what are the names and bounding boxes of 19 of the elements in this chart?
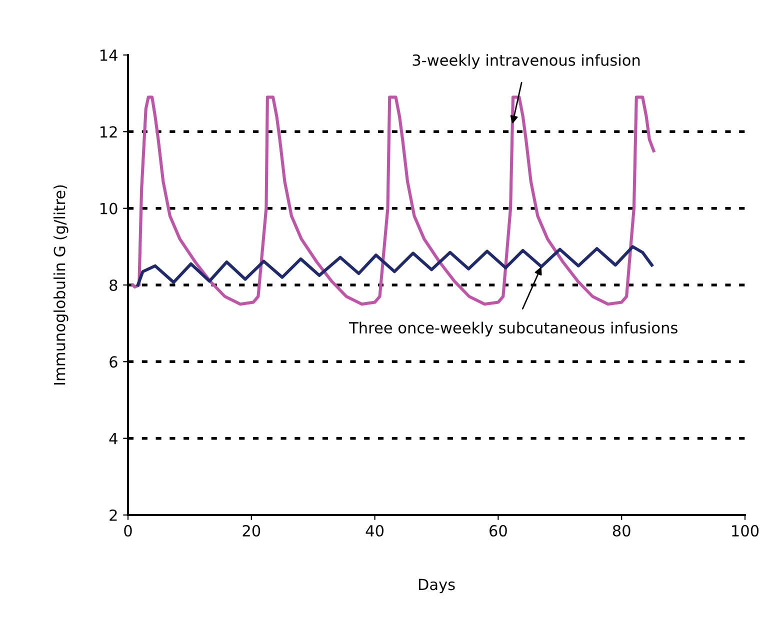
y-tick-label: 2 xyxy=(110,509,117,521)
x-tick-label: 80 xyxy=(612,524,630,537)
y-tick-label: 14 xyxy=(100,50,118,61)
y-tick-label: 6 xyxy=(110,356,118,368)
x-tick-label: 100 xyxy=(732,524,759,537)
y-tick-label: 12 xyxy=(100,126,117,138)
line-series xyxy=(136,245,654,287)
x-tick-label: 0 xyxy=(124,524,132,537)
y-axis-title: Immunoglobulin G (g/litre) xyxy=(53,185,68,384)
y-tick-label: 10 xyxy=(100,202,118,214)
line-series xyxy=(131,96,656,306)
y-tick-label: 4 xyxy=(109,433,118,444)
annotation: Three once-weekly subcutaneous infusions xyxy=(349,322,678,336)
x-tick-label: 20 xyxy=(242,524,260,537)
annotation: 3-weekly intravenous infusion xyxy=(412,54,640,69)
x-tick-label: 40 xyxy=(366,524,384,537)
y-tick-label: 8 xyxy=(110,279,118,292)
x-tick-label: 60 xyxy=(490,524,507,537)
x-axis-title: Days xyxy=(418,578,455,594)
